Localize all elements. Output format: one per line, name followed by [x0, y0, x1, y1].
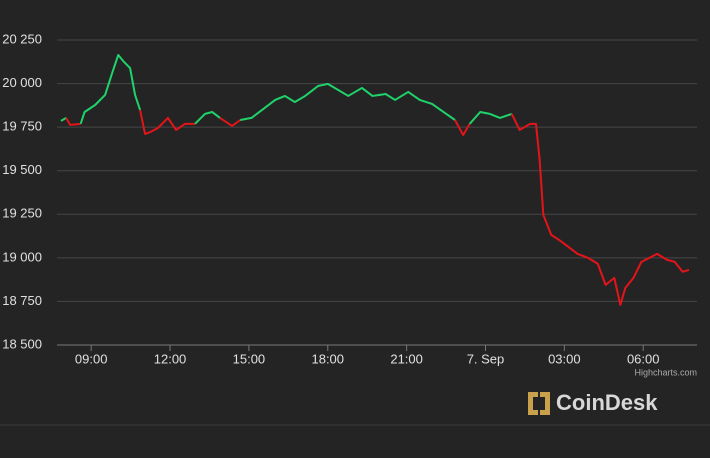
y-tick-label: 19 750 — [2, 119, 42, 134]
price-line — [454, 119, 471, 136]
y-tick-label: 20 000 — [2, 75, 42, 90]
credits: Highcharts.com — [634, 367, 697, 377]
x-tick-label: 21:00 — [390, 351, 423, 366]
price-line — [139, 109, 196, 135]
price-line — [60, 117, 67, 122]
y-tick-label: 18 500 — [2, 336, 42, 351]
price-line — [219, 117, 241, 127]
price-line — [240, 82, 456, 121]
price-line — [468, 110, 513, 125]
brand-name: CoinDesk — [556, 390, 658, 415]
brand-icon — [528, 392, 550, 415]
y-tick-label: 20 250 — [2, 31, 42, 46]
price-line — [79, 53, 142, 125]
price-line — [510, 113, 690, 306]
y-tick-label: 18 750 — [2, 293, 42, 308]
y-tick-label: 19 250 — [2, 206, 42, 221]
brand-logo: CoinDesk — [528, 390, 658, 415]
y-tick-label: 19 500 — [2, 162, 42, 177]
x-tick-label: 09:00 — [75, 351, 108, 366]
x-tick-label: 15:00 — [233, 351, 266, 366]
y-tick-label: 19 000 — [2, 249, 42, 264]
x-tick-label: 18:00 — [311, 351, 344, 366]
price-line — [65, 117, 81, 126]
x-tick-label: 06:00 — [627, 351, 660, 366]
x-tick-label: 12:00 — [154, 351, 187, 366]
x-tick-label: 7. Sep — [467, 351, 505, 366]
price-line — [194, 110, 221, 125]
x-tick-label: 03:00 — [548, 351, 581, 366]
